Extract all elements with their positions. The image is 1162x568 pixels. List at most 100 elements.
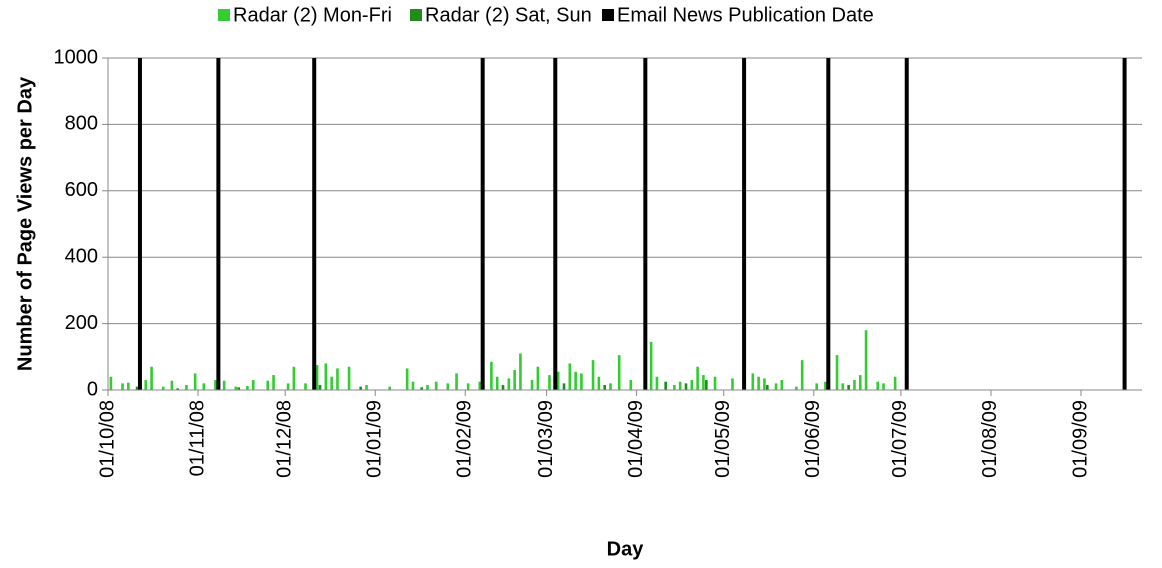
- bar: [336, 368, 339, 390]
- x-tick-label: 01/03/09: [535, 400, 557, 478]
- bar: [519, 353, 522, 390]
- bar: [757, 376, 760, 390]
- bar: [324, 363, 328, 390]
- x-tick-label: 01/12/08: [273, 400, 295, 478]
- bar: [127, 382, 130, 390]
- bar: [774, 383, 778, 390]
- publication-line: [480, 58, 485, 390]
- bar: [251, 380, 255, 390]
- bar: [556, 371, 560, 390]
- publication-line: [312, 58, 317, 390]
- bar: [161, 386, 165, 390]
- bar: [330, 376, 333, 390]
- bar: [144, 380, 148, 390]
- y-tick-label: 1000: [54, 46, 99, 68]
- legend-swatch: [410, 9, 422, 21]
- bar: [815, 383, 819, 390]
- publication-line: [553, 58, 558, 390]
- legend-swatch: [218, 9, 230, 21]
- bar: [678, 381, 682, 390]
- publication-line: [643, 58, 648, 390]
- bar: [286, 383, 290, 390]
- bar: [426, 385, 429, 390]
- bar: [272, 375, 275, 390]
- bar: [214, 380, 217, 390]
- x-tick-label: 01/02/09: [454, 400, 476, 478]
- legend-label: Radar (2) Mon-Fri: [233, 4, 392, 26]
- bar: [853, 380, 856, 390]
- bar: [673, 385, 676, 390]
- bar: [530, 380, 534, 390]
- bar: [466, 383, 470, 390]
- bar: [237, 387, 241, 390]
- x-tick-label: 01/08/09: [979, 400, 1001, 478]
- bar: [536, 366, 540, 390]
- bar: [847, 385, 850, 390]
- bar: [580, 373, 583, 390]
- y-axis-title: Number of Page Views per Day: [14, 76, 36, 371]
- bar: [170, 380, 174, 390]
- bar: [405, 368, 409, 390]
- bar: [562, 383, 566, 390]
- bar: [858, 375, 862, 390]
- bar: [359, 386, 362, 390]
- bar: [266, 380, 270, 390]
- bar: [655, 376, 659, 390]
- bar: [705, 380, 708, 390]
- bar: [603, 385, 606, 390]
- publication-line: [216, 58, 221, 390]
- bar: [548, 375, 551, 390]
- bar: [490, 361, 493, 390]
- bar: [864, 330, 868, 390]
- bar: [574, 371, 577, 390]
- y-tick-label: 0: [87, 378, 98, 400]
- bar: [507, 378, 511, 390]
- bar: [434, 381, 438, 390]
- bar: [795, 386, 798, 390]
- bar: [193, 373, 197, 390]
- y-tick-label: 600: [65, 179, 98, 201]
- bar: [121, 383, 124, 390]
- x-tick-label: 01/06/09: [802, 400, 824, 478]
- bar: [835, 355, 839, 390]
- x-tick-label: 01/07/09: [889, 400, 911, 478]
- bar: [751, 373, 755, 390]
- bar: [713, 376, 717, 390]
- bar: [315, 365, 319, 390]
- bar: [455, 373, 458, 390]
- bar: [185, 385, 188, 390]
- legend-label: Email News Publication Date: [617, 4, 874, 26]
- bar: [597, 376, 601, 390]
- bar: [365, 385, 368, 390]
- y-tick-label: 400: [65, 245, 98, 267]
- bar: [347, 366, 351, 390]
- bar: [495, 376, 499, 390]
- bar: [388, 386, 392, 390]
- bar: [824, 381, 827, 390]
- bar: [664, 381, 667, 390]
- bar: [690, 380, 694, 390]
- x-tick-label: 01/05/09: [712, 400, 734, 478]
- bar: [649, 341, 653, 390]
- x-tick-label: 01/09/09: [1069, 400, 1091, 478]
- bar: [876, 381, 879, 390]
- bar: [513, 370, 516, 390]
- bar: [568, 363, 572, 390]
- bar: [702, 375, 705, 390]
- bar: [763, 378, 766, 390]
- publication-line: [742, 58, 747, 390]
- bar: [841, 383, 845, 390]
- bar: [246, 386, 249, 390]
- bar: [893, 376, 897, 390]
- bar: [696, 366, 699, 390]
- bar: [135, 386, 139, 390]
- bar: [800, 360, 804, 390]
- bar: [234, 386, 238, 390]
- bar: [176, 388, 180, 390]
- publication-line: [904, 58, 909, 390]
- bar: [150, 366, 153, 390]
- bar: [411, 381, 415, 390]
- bar: [446, 383, 450, 390]
- x-tick-label: 01/10/08: [96, 400, 118, 478]
